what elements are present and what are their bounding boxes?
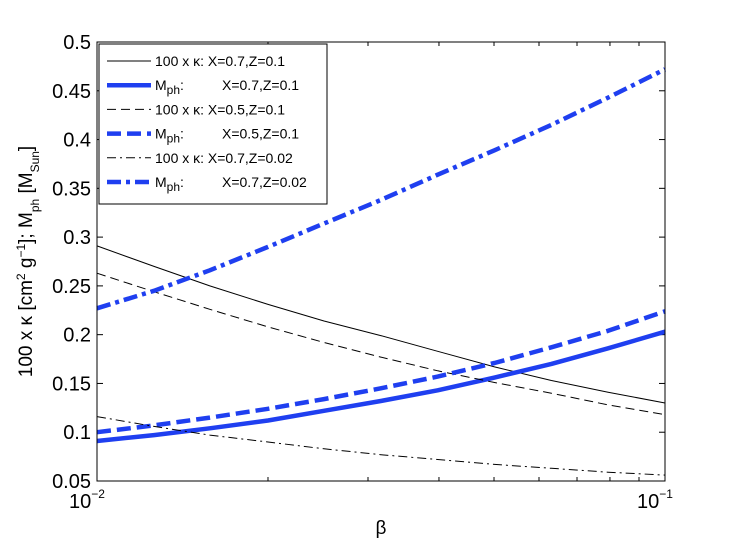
y-axis-label: 100 x κ [cm2 g−1]; Mph [MSun] [14,146,42,377]
series-line-3 [96,272,666,416]
y-tick-label: 0.4 [63,130,91,152]
y-tick-label: 0.3 [63,227,91,249]
tick-labels: 0.05 0.1 0.15 0.2 0.25 0.3 0.35 0.4 0.45 0.5 10−2 1… [52,32,673,513]
plot-frame [96,41,666,482]
y-tick-label: 0.05 [52,471,91,493]
legend: 100 x κ: X=0.7,Z=0.1 Mph: X=0.7,Z=0.1 100 x… [98,43,328,205]
legend-label-4: Mph: X=0.5,Z=0.1 [155,126,299,146]
y-tick-label: 0.25 [52,276,91,298]
x-tick-label: 10−1 [637,487,673,513]
x-axis-label: β [376,518,387,539]
legend-label-2: Mph: X=0.7,Z=0.1 [155,77,299,97]
series-line-4 [96,309,666,435]
y-tick-label: 0.35 [52,178,91,200]
legend-box [98,43,328,205]
y-tick-label: 0.2 [63,325,91,347]
y-tick-label: 0.45 [52,81,91,103]
legend-label-1: 100 x κ: X=0.7,Z=0.1 [155,53,285,69]
series-line-1 [96,245,666,404]
legend-label-5: 100 x κ: X=0.7,Z=0.02 [155,150,293,166]
series-lines [96,67,667,476]
legend-label-3: 100 x κ: X=0.5,Z=0.1 [155,101,285,117]
legend-label-6: Mph: X=0.7,Z=0.02 [155,174,307,194]
series-line-5 [96,416,666,476]
y-tick-label: 0.15 [52,373,91,395]
series-line-2 [96,329,666,444]
x-tick-label: 10−2 [69,487,105,513]
y-tick-label: 0.1 [63,422,91,444]
series-line-6 [96,67,667,311]
y-tick-label: 0.5 [63,32,91,54]
